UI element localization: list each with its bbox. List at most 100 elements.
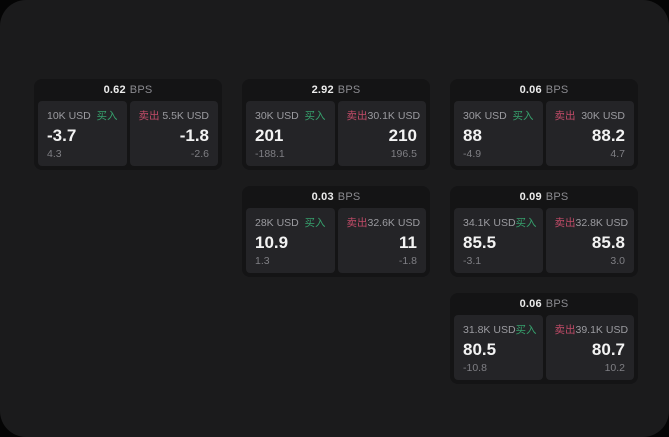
sell-price: 210 (388, 125, 417, 145)
bps-unit-label: BPS (545, 84, 569, 96)
buy-amount: 30K USD (463, 109, 507, 122)
quote-card: 0.03 BPS 28K USD 买入 10.9 1.3 卖出 32.6K US… (242, 186, 430, 277)
buy-price: -3.7 (47, 125, 77, 145)
buy-sub-value: -4.9 (463, 148, 482, 160)
sell-amount: 30.1K USD (367, 109, 421, 122)
buy-amount: 10K USD (47, 109, 91, 122)
sell-sub-value: -2.6 (190, 148, 209, 160)
quote-card: 0.09 BPS 34.1K USD 买入 85.5 -3.1 卖出 32.8K… (450, 186, 638, 277)
buy-quote-panel[interactable]: 31.8K USD 买入 80.5 -10.8 (454, 315, 543, 380)
buy-amount: 34.1K USD (463, 216, 516, 229)
card-body: 28K USD 买入 10.9 1.3 卖出 32.6K USD 11 -1.8 (246, 208, 426, 273)
card-body: 30K USD 买入 88 -4.9 卖出 30K USD 88.2 4.7 (454, 101, 634, 166)
sell-panel-top: 卖出 39.1K USD (554, 322, 629, 337)
sell-price: 80.7 (591, 339, 625, 359)
sell-quote-panel[interactable]: 卖出 39.1K USD 80.7 10.2 (545, 315, 634, 380)
buy-panel-top: 28K USD 买入 (255, 215, 326, 230)
buy-sub-value: -10.8 (463, 362, 487, 374)
buy-sub-value: -188.1 (255, 148, 285, 160)
bps-unit-label: BPS (129, 84, 153, 96)
buy-panel-top: 30K USD 买入 (255, 108, 326, 123)
buy-side-label: 买入 (515, 217, 537, 229)
bps-value: 0.06 (519, 84, 542, 96)
sell-amount: 39.1K USD (575, 323, 629, 336)
buy-quote-panel[interactable]: 28K USD 买入 10.9 1.3 (246, 208, 335, 273)
sell-panel-top: 卖出 32.6K USD (346, 215, 421, 230)
buy-price: 80.5 (463, 339, 497, 359)
sell-side-label: 卖出 (554, 324, 576, 336)
buy-quote-panel[interactable]: 30K USD 买入 201 -188.1 (246, 101, 335, 166)
sell-side-label: 卖出 (554, 217, 576, 229)
card-body: 34.1K USD 买入 85.5 -3.1 卖出 32.8K USD 85.8… (454, 208, 634, 273)
sell-panel-top: 卖出 5.5K USD (139, 108, 210, 123)
quote-card: 2.92 BPS 30K USD 买入 201 -188.1 卖出 30.1K … (242, 79, 430, 170)
bps-unit-label: BPS (545, 298, 569, 310)
buy-quote-panel[interactable]: 10K USD 买入 -3.7 4.3 (38, 101, 127, 166)
sell-side-label: 卖出 (554, 110, 576, 122)
sell-amount: 32.6K USD (367, 216, 421, 229)
buy-price: 10.9 (255, 232, 289, 252)
sell-quote-panel[interactable]: 卖出 5.5K USD -1.8 -2.6 (129, 101, 218, 166)
card-header: 0.06 BPS (454, 79, 634, 101)
buy-side-label: 买入 (304, 217, 326, 229)
card-header: 0.62 BPS (38, 79, 218, 101)
sell-panel-top: 卖出 32.8K USD (554, 215, 629, 230)
buy-side-label: 买入 (512, 110, 534, 122)
bps-value: 2.92 (311, 84, 334, 96)
quote-card: 0.62 BPS 10K USD 买入 -3.7 4.3 卖出 5.5K USD… (34, 79, 222, 170)
sell-price: -1.8 (179, 125, 209, 145)
buy-price: 201 (255, 125, 284, 145)
sell-price: 85.8 (591, 232, 625, 252)
buy-price: 85.5 (463, 232, 497, 252)
buy-side-label: 买入 (515, 324, 537, 336)
sell-quote-panel[interactable]: 卖出 30.1K USD 210 196.5 (337, 101, 426, 166)
buy-side-label: 买入 (304, 110, 326, 122)
sell-amount: 5.5K USD (162, 109, 209, 122)
sell-quote-panel[interactable]: 卖出 32.6K USD 11 -1.8 (337, 208, 426, 273)
buy-side-label: 买入 (96, 110, 118, 122)
buy-panel-top: 10K USD 买入 (47, 108, 118, 123)
buy-panel-top: 34.1K USD 买入 (463, 215, 537, 230)
bps-unit-label: BPS (545, 191, 569, 203)
sell-sub-value: 196.5 (390, 148, 417, 160)
buy-amount: 31.8K USD (463, 323, 516, 336)
card-body: 10K USD 买入 -3.7 4.3 卖出 5.5K USD -1.8 -2.… (38, 101, 218, 166)
buy-amount: 30K USD (255, 109, 299, 122)
card-body: 30K USD 买入 201 -188.1 卖出 30.1K USD 210 1… (246, 101, 426, 166)
bps-unit-label: BPS (337, 191, 361, 203)
sell-quote-panel[interactable]: 卖出 32.8K USD 85.8 3.0 (545, 208, 634, 273)
sell-amount: 30K USD (581, 109, 625, 122)
card-header: 0.03 BPS (246, 186, 426, 208)
sell-sub-value: 3.0 (610, 255, 625, 267)
sell-amount: 32.8K USD (575, 216, 629, 229)
bps-unit-label: BPS (337, 84, 361, 96)
quote-card: 0.06 BPS 30K USD 买入 88 -4.9 卖出 30K USD 8… (450, 79, 638, 170)
card-header: 0.09 BPS (454, 186, 634, 208)
sell-quote-panel[interactable]: 卖出 30K USD 88.2 4.7 (545, 101, 634, 166)
sell-panel-top: 卖出 30K USD (555, 108, 626, 123)
buy-quote-panel[interactable]: 30K USD 买入 88 -4.9 (454, 101, 543, 166)
card-header: 0.06 BPS (454, 293, 634, 315)
buy-quote-panel[interactable]: 34.1K USD 买入 85.5 -3.1 (454, 208, 543, 273)
bps-value: 0.06 (519, 298, 542, 310)
sell-side-label: 卖出 (346, 110, 368, 122)
sell-price: 88.2 (591, 125, 625, 145)
card-header: 2.92 BPS (246, 79, 426, 101)
bps-value: 0.03 (311, 191, 334, 203)
buy-sub-value: -3.1 (463, 255, 482, 267)
sell-sub-value: 4.7 (610, 148, 625, 160)
buy-panel-top: 30K USD 买入 (463, 108, 534, 123)
bps-value: 0.62 (103, 84, 126, 96)
sell-side-label: 卖出 (346, 217, 368, 229)
buy-sub-value: 1.3 (255, 255, 270, 267)
sell-price: 11 (399, 232, 417, 252)
sell-sub-value: -1.8 (398, 255, 417, 267)
quote-card: 0.06 BPS 31.8K USD 买入 80.5 -10.8 卖出 39.1… (450, 293, 638, 384)
sell-side-label: 卖出 (138, 110, 160, 122)
sell-panel-top: 卖出 30.1K USD (346, 108, 421, 123)
sell-sub-value: 10.2 (604, 362, 625, 374)
buy-amount: 28K USD (255, 216, 299, 229)
buy-panel-top: 31.8K USD 买入 (463, 322, 537, 337)
